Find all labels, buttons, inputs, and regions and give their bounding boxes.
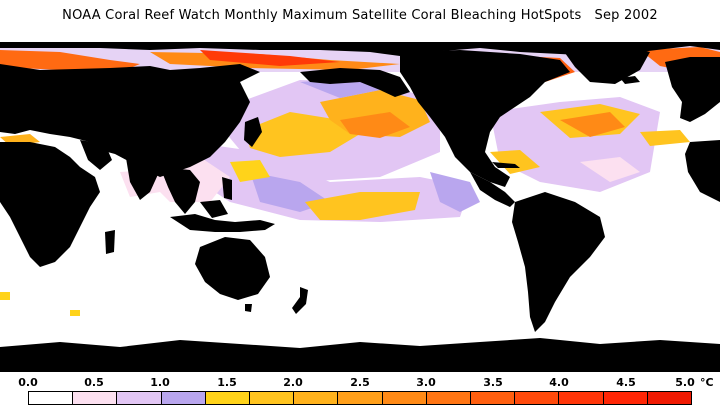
legend-swatch: [559, 392, 604, 404]
legend-unit: °C: [700, 376, 714, 389]
legend-swatch: [205, 392, 251, 404]
madagascar: [105, 230, 115, 254]
legend-swatch: [29, 392, 74, 404]
legend-swatch: [471, 392, 516, 404]
legend-tick-label: 0.0: [18, 376, 38, 389]
legend-color-bar: [28, 391, 692, 405]
europe: [665, 57, 720, 122]
legend-swatch: [338, 392, 383, 404]
north-america: [400, 50, 570, 187]
legend-tick-label: 4.0: [549, 376, 569, 389]
japan: [244, 117, 262, 147]
legend-swatch: [73, 392, 118, 404]
africa: [0, 142, 100, 267]
legend-swatch: [382, 392, 427, 404]
eurasia: [0, 64, 260, 177]
borneo: [200, 200, 228, 218]
legend-tick-label: 1.0: [150, 376, 170, 389]
southeast-asia: [160, 167, 200, 214]
legend-swatch: [647, 392, 692, 404]
central-america: [470, 172, 515, 207]
new-zealand: [292, 287, 308, 314]
alaska: [300, 68, 410, 97]
arabia: [80, 140, 112, 170]
philippines: [222, 177, 232, 200]
greenland: [560, 44, 650, 84]
legend-tick-label: 3.5: [483, 376, 503, 389]
legend-tick-label: 0.5: [84, 376, 104, 389]
south-america: [512, 192, 605, 332]
africa-west: [685, 140, 720, 202]
tasmania: [245, 304, 252, 312]
legend-swatch: [161, 392, 206, 404]
legend-swatch: [294, 392, 339, 404]
legend-swatch: [515, 392, 560, 404]
world-map: [0, 42, 720, 372]
iceland: [620, 76, 640, 84]
legend-swatch: [603, 392, 648, 404]
indonesia: [170, 214, 275, 232]
legend-swatch: [426, 392, 472, 404]
land-layer: [0, 42, 720, 372]
map-title: NOAA Coral Reef Watch Monthly Maximum Sa…: [0, 8, 720, 23]
legend-tick-label: 1.5: [217, 376, 237, 389]
antarctica: [0, 338, 720, 372]
caribbean: [492, 162, 520, 168]
date-text: Sep 2002: [594, 8, 658, 23]
legend-tick-label: 2.0: [283, 376, 303, 389]
title-text: NOAA Coral Reef Watch Monthly Maximum Sa…: [62, 8, 582, 23]
legend-tick-label: 2.5: [350, 376, 370, 389]
legend-swatch: [250, 392, 295, 404]
legend-tick-label: 5.0: [675, 376, 695, 389]
australia: [195, 237, 270, 300]
arctic-land: [0, 42, 720, 56]
legend-tick-label: 4.5: [616, 376, 636, 389]
legend-swatch: [117, 392, 162, 404]
legend-tick-label: 3.0: [416, 376, 436, 389]
india: [125, 152, 160, 200]
color-legend: 0.0 0.5 1.0 1.5 2.0 2.5 3.0 3.5 4.0 4.5 …: [0, 374, 720, 411]
